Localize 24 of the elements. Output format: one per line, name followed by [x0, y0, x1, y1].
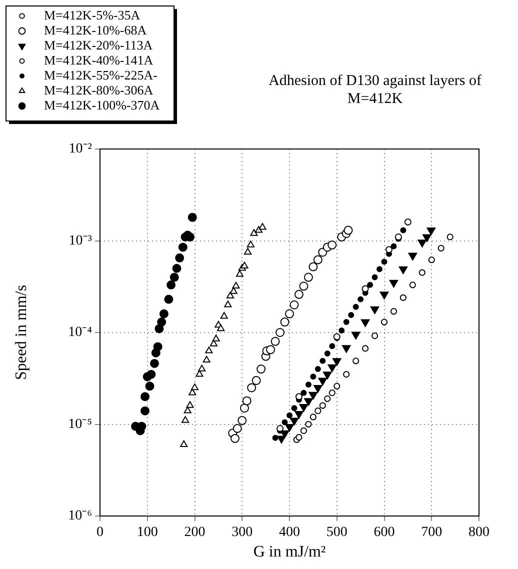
y-tick-label: 10⁻⁵: [68, 416, 92, 432]
x-tick-label: 200: [184, 525, 206, 540]
legend-label: M=412K-80%-306A: [44, 82, 154, 98]
x-tick-label: 100: [136, 525, 158, 540]
legend-label: M=412K-40%-141A: [44, 52, 154, 68]
y-tick-label: 10⁻³: [68, 233, 92, 248]
legend-label: M=412K-10%-68A: [44, 22, 148, 38]
x-tick-label: 800: [468, 525, 490, 540]
y-tick-label: 10⁻⁴: [68, 325, 92, 340]
y-tick-label: 10⁻⁶: [68, 508, 92, 524]
x-tick-label: 400: [279, 525, 300, 540]
x-tick-label: 0: [96, 525, 104, 540]
legend-label: M=412K-20%-113A: [44, 37, 154, 52]
y-axis-title: Speed in mm/s: [12, 284, 30, 380]
x-tick-label: 300: [232, 525, 253, 540]
chart-title: Adhesion of D130 against layers of M=412K: [268, 72, 482, 108]
x-tick-label: 600: [374, 525, 395, 540]
x-tick-label: 700: [421, 525, 442, 540]
legend-label: M=412K-100%-370A: [44, 97, 160, 112]
y-tick-label: 10⁻²: [68, 142, 92, 157]
x-axis-title: G in mJ/m²: [253, 544, 326, 561]
legend-label: M=412K-5%-35A: [44, 7, 141, 22]
legend-label: M=412K-55%-225A-: [44, 67, 158, 82]
x-tick-label: 500: [326, 525, 348, 540]
